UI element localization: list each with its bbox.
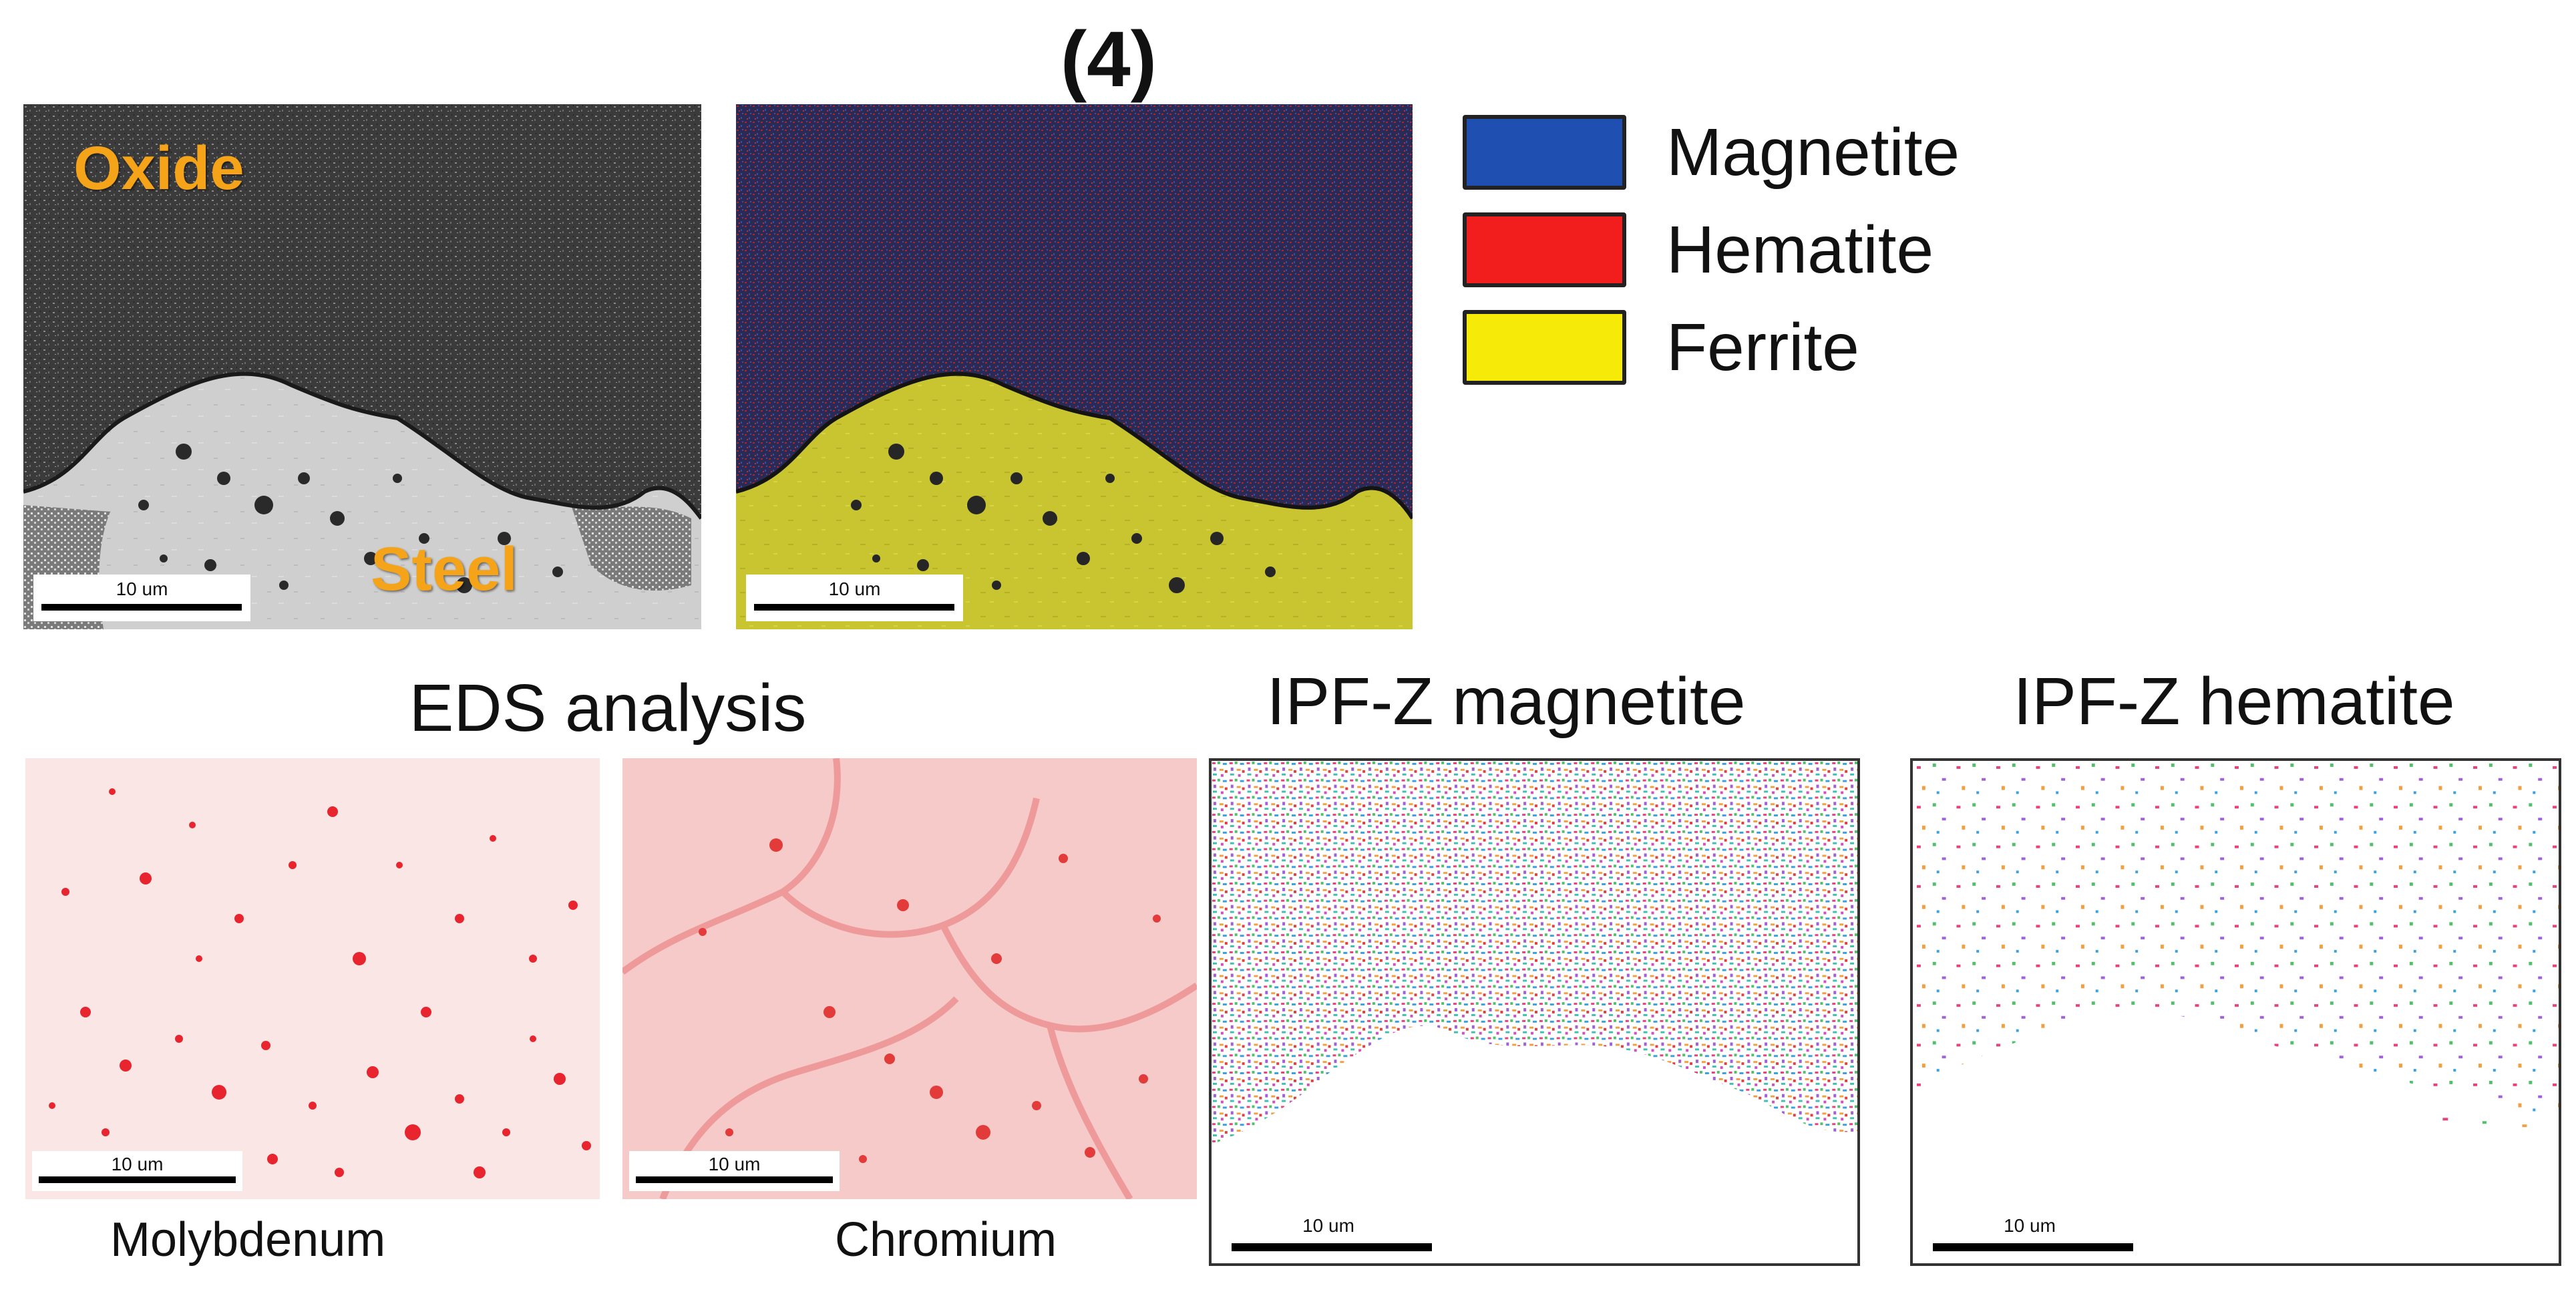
phase-map-image bbox=[736, 104, 1413, 629]
ipf-hematite-title: IPF-Z hematite bbox=[2013, 664, 2455, 739]
ipf-magnetite-title: IPF-Z magnetite bbox=[1266, 664, 1746, 739]
scale-bar: 10 um bbox=[746, 575, 963, 621]
sem-image bbox=[23, 104, 701, 629]
ipf-hematite-map: 10 um bbox=[1910, 758, 2561, 1266]
ferrite-swatch bbox=[1463, 310, 1626, 385]
scale-bar: 10 um bbox=[1919, 1215, 2140, 1255]
scale-bar-label: 10 um bbox=[828, 579, 881, 599]
figure-label: (4) bbox=[1060, 15, 1157, 104]
ipf-magnetite-image bbox=[1212, 761, 1857, 1144]
scale-bar: 10 um bbox=[33, 575, 250, 621]
eds-title: EDS analysis bbox=[409, 671, 807, 746]
sem-image-panel: Oxide Steel 10 um bbox=[23, 104, 701, 629]
ipf-magnetite-map: 10 um bbox=[1209, 758, 1860, 1266]
legend-label: Magnetite bbox=[1666, 115, 1960, 190]
legend-label: Hematite bbox=[1666, 212, 1934, 287]
scale-bar: 10 um bbox=[629, 1151, 840, 1191]
magnetite-swatch bbox=[1463, 115, 1626, 190]
legend-item-ferrite: Ferrite bbox=[1463, 310, 1859, 385]
scale-bar-label: 10 um bbox=[116, 579, 168, 599]
eds-molybdenum-map: 10 um bbox=[25, 758, 600, 1199]
hematite-swatch bbox=[1463, 212, 1626, 287]
scale-bar-label: 10 um bbox=[1302, 1215, 1354, 1236]
legend-item-magnetite: Magnetite bbox=[1463, 115, 1960, 190]
ipf-hematite-image bbox=[1913, 761, 2559, 1128]
legend-item-hematite: Hematite bbox=[1463, 212, 1934, 287]
chromium-image bbox=[622, 758, 1197, 1199]
oxide-label: Oxide bbox=[73, 134, 244, 202]
steel-label: Steel bbox=[371, 535, 518, 603]
legend-label: Ferrite bbox=[1666, 310, 1859, 385]
scale-bar-label: 10 um bbox=[111, 1154, 164, 1174]
molybdenum-image bbox=[49, 788, 591, 1178]
scale-bar: 10 um bbox=[32, 1151, 242, 1191]
molybdenum-caption: Molybdenum bbox=[110, 1213, 386, 1267]
phase-map-panel: 10 um bbox=[736, 104, 1413, 629]
scale-bar-label: 10 um bbox=[2004, 1215, 2056, 1236]
eds-chromium-map: 10 um bbox=[622, 758, 1197, 1199]
scale-bar: 10 um bbox=[1218, 1215, 1439, 1255]
scale-bar-label: 10 um bbox=[708, 1154, 761, 1174]
chromium-caption: Chromium bbox=[835, 1213, 1057, 1267]
